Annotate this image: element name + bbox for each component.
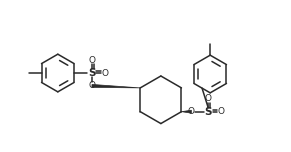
- Text: S: S: [88, 68, 96, 78]
- Text: O: O: [101, 69, 108, 78]
- Text: O: O: [88, 81, 95, 90]
- Text: O: O: [205, 94, 212, 103]
- Text: O: O: [88, 56, 95, 65]
- Polygon shape: [182, 110, 191, 113]
- Text: O: O: [188, 107, 195, 116]
- Polygon shape: [92, 84, 140, 88]
- Text: S: S: [205, 107, 212, 117]
- Text: O: O: [218, 107, 225, 116]
